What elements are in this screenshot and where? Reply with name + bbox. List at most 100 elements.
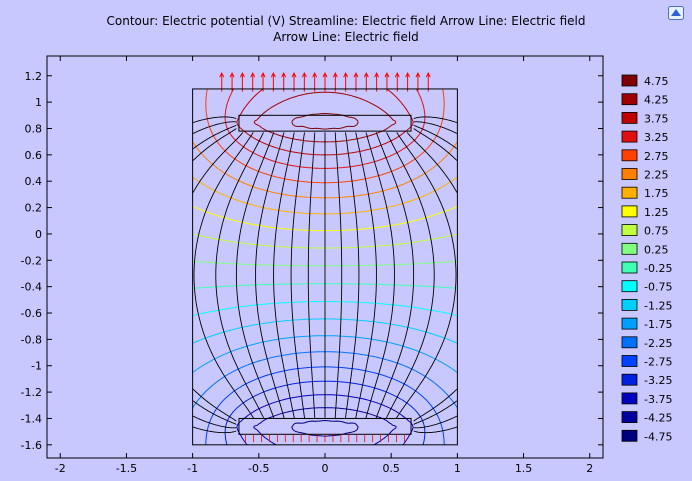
color-legend: 4.75 4.25 3.75 3.25 2.75 2.25 1.75 1.25 0.75 0.25… xyxy=(621,74,672,443)
legend-swatch xyxy=(621,93,638,106)
field-arrow-head xyxy=(405,72,411,78)
legend-swatch xyxy=(621,373,638,386)
field-arrow-head xyxy=(281,72,287,78)
legend-swatch xyxy=(621,149,638,162)
streamline xyxy=(413,128,458,161)
legend-swatch xyxy=(621,186,638,199)
legend-label: -4.75 xyxy=(644,430,672,443)
streamline xyxy=(235,132,275,419)
field-arrow-head xyxy=(270,72,276,78)
y-tick-label: -1 xyxy=(31,360,42,373)
legend-label: 4.25 xyxy=(644,94,669,107)
field-arrow-head xyxy=(219,72,225,78)
y-tick-label: 0.6 xyxy=(25,149,43,162)
y-tick-label: 0.2 xyxy=(25,202,43,215)
field-arrow-head xyxy=(343,72,349,78)
field-arrow-head xyxy=(384,72,390,78)
legend-swatch xyxy=(621,112,638,124)
x-tick-label: 1.5 xyxy=(515,462,533,475)
legend-label: 0.75 xyxy=(644,225,669,238)
field-arrow-head xyxy=(239,72,245,78)
y-tick-label: -0.6 xyxy=(21,307,42,320)
streamline xyxy=(413,124,458,149)
y-tick-label: -1.6 xyxy=(21,439,42,452)
contour-level--1.25 xyxy=(192,318,458,344)
y-tick-label: 1 xyxy=(35,96,42,109)
legend-swatch xyxy=(621,336,638,349)
streamline xyxy=(365,132,395,419)
chart-title-line2: Arrow Line: Electric field xyxy=(273,30,419,44)
x-tick-label: 0.5 xyxy=(382,462,400,475)
streamline xyxy=(395,132,457,419)
chart-title-line1: Contour: Electric potential (V) Streamli… xyxy=(106,14,586,28)
y-tick-label: 0.4 xyxy=(25,175,43,188)
streamline xyxy=(192,388,237,422)
legend-swatch xyxy=(621,280,638,293)
contour-lines xyxy=(192,88,458,445)
x-tick-label: -2 xyxy=(55,462,66,475)
legend-label: 0.25 xyxy=(644,243,669,256)
field-arrow-head xyxy=(394,72,400,78)
field-arrow-head xyxy=(353,72,359,78)
x-tick-label: 1 xyxy=(454,462,461,475)
streamline xyxy=(192,415,237,429)
legend-swatch xyxy=(621,242,638,255)
x-tick-label: 2 xyxy=(586,462,593,475)
y-tick-label: -0.4 xyxy=(21,281,42,294)
legend-label: -2.25 xyxy=(644,337,672,350)
field-arrow-head xyxy=(363,72,369,78)
streamline xyxy=(215,132,264,419)
field-arrow-head xyxy=(250,72,256,78)
domain-boundary xyxy=(192,88,458,446)
legend-label: 2.75 xyxy=(644,150,669,163)
legend-label: -3.25 xyxy=(644,374,672,387)
legend-swatch xyxy=(621,205,638,218)
streamline xyxy=(255,132,285,419)
streamline xyxy=(307,132,316,419)
legend-swatch xyxy=(621,429,638,442)
field-arrow-head xyxy=(291,72,297,78)
contour-level-4.25 xyxy=(253,91,397,143)
legend-label: 1.75 xyxy=(644,187,669,200)
contour-level-2.25 xyxy=(192,141,458,199)
legend-swatch xyxy=(621,74,638,87)
legend-label: 3.25 xyxy=(644,131,669,144)
comsol-logo-icon[interactable] xyxy=(668,6,684,20)
streamline xyxy=(193,132,255,419)
contour-level--2.75 xyxy=(205,366,445,445)
streamline xyxy=(413,388,458,422)
legend-label: 1.25 xyxy=(644,206,669,219)
streamline xyxy=(192,128,237,161)
contour-level-0.75 xyxy=(192,233,458,249)
legend-swatch xyxy=(621,355,638,367)
legend-label: 3.75 xyxy=(644,112,669,125)
contour-level--3.75 xyxy=(236,394,414,445)
y-tick-label: -0.2 xyxy=(21,254,42,267)
field-arrow-head xyxy=(374,72,380,78)
x-tick-label: 0 xyxy=(322,462,329,475)
legend-swatch xyxy=(621,392,638,405)
y-tick-label: -1.2 xyxy=(21,386,42,399)
field-arrow-head xyxy=(229,72,235,78)
contour-level-3.25 xyxy=(224,88,426,169)
field-arrow-head xyxy=(332,72,338,78)
legend-label: -1.25 xyxy=(644,299,672,312)
legend-label: -3.75 xyxy=(644,393,672,406)
field-arrow-head xyxy=(415,72,421,78)
contour-level--4.75 xyxy=(291,420,359,437)
y-tick-label: 0.8 xyxy=(25,122,43,135)
streamline xyxy=(406,132,458,193)
x-tick-label: -1.5 xyxy=(116,462,137,475)
streamline xyxy=(386,132,435,419)
legend-swatch xyxy=(621,317,638,330)
legend-swatch xyxy=(621,168,638,180)
field-arrow-head xyxy=(301,72,307,78)
contour-level-4.75 xyxy=(291,113,359,130)
x-tick-label: -1 xyxy=(187,462,198,475)
streamline xyxy=(355,132,377,419)
field-arrow-head xyxy=(260,72,266,78)
streamline xyxy=(413,121,458,134)
legend-label: 2.25 xyxy=(644,169,669,182)
legend-label: -1.75 xyxy=(644,318,672,331)
